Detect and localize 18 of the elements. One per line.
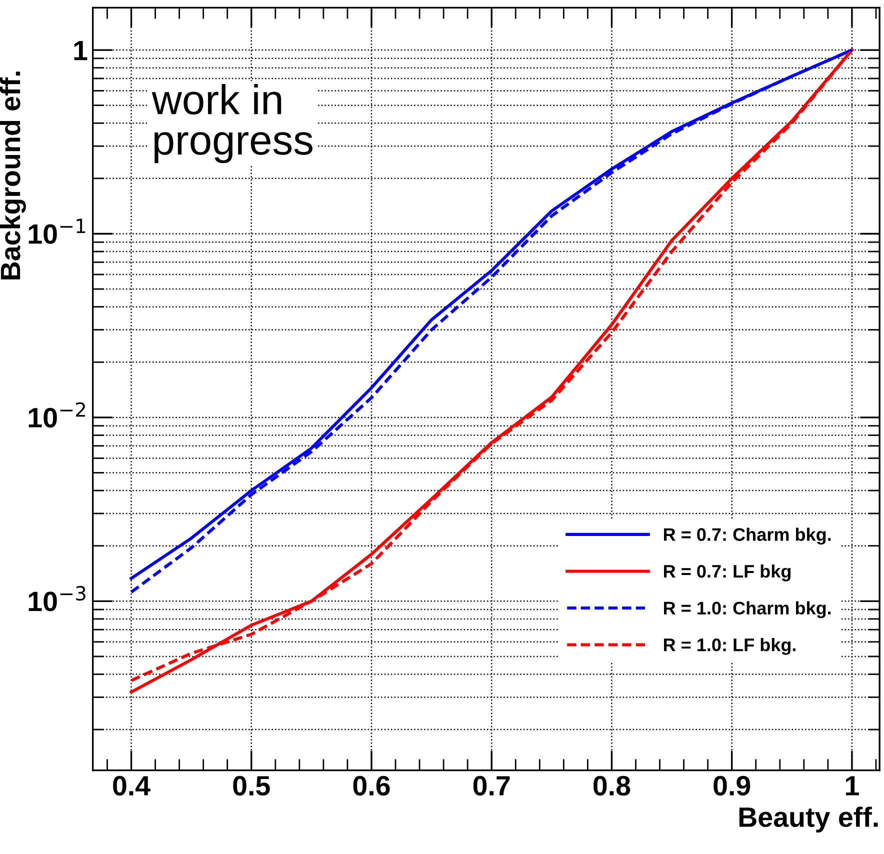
x-tick-label: 0.6 — [353, 776, 390, 796]
legend-label: R = 1.0: Charm bkg. — [664, 601, 831, 618]
y-tick-label: 10$^{−1}$ — [28, 218, 86, 244]
x-tick-label: 1 — [846, 776, 859, 796]
y-tick-label: 10$^{−3}$ — [28, 586, 86, 612]
x-axis-title: Beauty eff. — [739, 806, 878, 833]
x-tick-label: 0.4 — [113, 776, 150, 796]
x-tick-label: 0.7 — [473, 776, 510, 796]
y-tick-label: 10$^{−2}$ — [28, 402, 86, 428]
legend-label: R = 0.7: LF bkg — [664, 564, 791, 582]
annotation: work in progress — [152, 84, 312, 164]
y-tick-label: 1 — [74, 40, 88, 60]
x-tick-label: 0.5 — [233, 776, 270, 796]
x-tick-label: 0.8 — [594, 776, 630, 796]
legend-label: R = 0.7: Charm bkg. — [664, 528, 831, 545]
x-tick-label: 0.9 — [714, 776, 750, 796]
legend-label: R = 1.0: LF bkg. — [664, 638, 796, 655]
y-axis-title: Background eff. — [0, 72, 26, 280]
